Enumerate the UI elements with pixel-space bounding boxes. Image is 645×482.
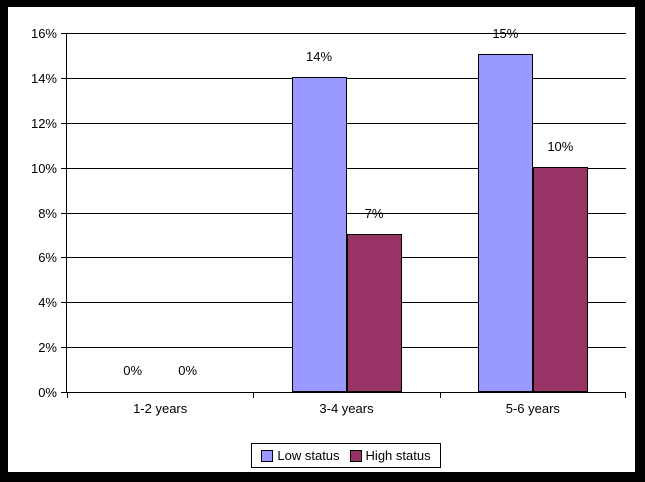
- y-axis-tick: [61, 167, 67, 169]
- y-axis-tick-label: 10%: [30, 160, 57, 176]
- legend: Low status High status: [66, 443, 626, 468]
- x-axis-category-label: 5-6 years: [505, 401, 560, 416]
- bar-value-label: 0%: [123, 363, 143, 378]
- y-axis-tick: [61, 347, 67, 349]
- y-axis-tick: [61, 77, 67, 79]
- y-axis-tick-label: 12%: [30, 115, 57, 131]
- gridline: [67, 212, 626, 214]
- gridline: [67, 33, 626, 34]
- bar-high-status: [532, 166, 588, 392]
- legend-box: Low status High status: [251, 443, 441, 468]
- y-axis-tick-label: 0%: [38, 385, 57, 400]
- legend-swatch-icon: [261, 449, 274, 462]
- bar-high-status: [346, 233, 402, 392]
- y-axis-tick: [61, 302, 67, 304]
- bar-value-label: 7%: [364, 205, 384, 221]
- y-axis-tick: [61, 122, 67, 124]
- x-axis-category-label: 1-2 years: [133, 401, 188, 416]
- chart-canvas: 0% 2% 4% 6% 8% 10% 12% 14% 16% 1-2 years 3-4 year…: [8, 7, 635, 472]
- x-axis-tick: [439, 392, 441, 398]
- y-axis-tick-label: 8%: [38, 205, 57, 221]
- x-axis-tick: [67, 392, 68, 398]
- bar-value-label: 14%: [305, 48, 333, 64]
- legend-label: High status: [365, 448, 431, 463]
- bar-value-label: 10%: [547, 138, 574, 154]
- gridline: [67, 77, 626, 79]
- y-axis-tick: [61, 392, 67, 393]
- legend-item-high-status: High status: [349, 448, 431, 463]
- bar-value-label: 0%: [178, 363, 198, 378]
- y-axis-tick-label: 2%: [38, 340, 57, 356]
- y-axis-tick: [61, 33, 67, 34]
- gridline: [67, 122, 626, 124]
- plot-area: 0% 2% 4% 6% 8% 10% 12% 14% 16% 1-2 years 3-4 year…: [31, 26, 626, 416]
- y-axis-tick: [61, 257, 67, 259]
- bar-value-label: 15%: [492, 26, 519, 42]
- gridline: [67, 167, 626, 169]
- y-axis-tick: [61, 212, 67, 214]
- x-axis-tick: [625, 392, 626, 398]
- legend-item-low-status: Low status: [261, 448, 340, 463]
- y-axis-tick-label: 14%: [30, 70, 57, 86]
- y-axis-tick-label: 6%: [38, 250, 57, 266]
- bar-low-status: [477, 54, 533, 392]
- bar-low-status: [291, 76, 347, 392]
- legend-swatch-icon: [349, 449, 362, 462]
- x-axis-tick: [253, 392, 255, 398]
- y-axis-tick-label: 16%: [30, 26, 57, 41]
- legend-label: Low status: [277, 448, 340, 463]
- x-axis-category-label: 3-4 years: [319, 401, 374, 416]
- y-axis-tick-label: 4%: [38, 295, 57, 311]
